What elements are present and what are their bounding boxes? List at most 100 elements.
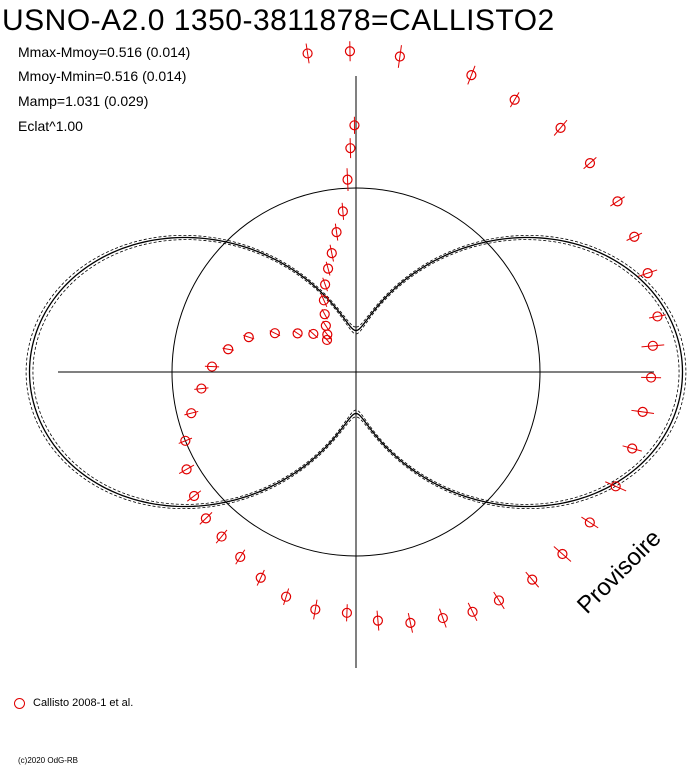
point-marker: [642, 268, 653, 279]
observation-point: [345, 138, 356, 159]
observation-point: [194, 383, 209, 394]
point-marker: [310, 604, 321, 615]
observation-point: [222, 344, 234, 355]
observation-point: [553, 546, 572, 562]
error-bar: [626, 232, 643, 241]
observation-point: [626, 231, 643, 242]
error-bar: [581, 516, 599, 529]
error-bar: [334, 223, 339, 241]
error-bar: [346, 168, 349, 192]
observation-point: [308, 328, 319, 340]
error-bar: [269, 330, 281, 337]
point-marker: [200, 513, 211, 524]
error-bar: [376, 610, 380, 631]
point-marker: [223, 344, 234, 355]
point-marker: [467, 606, 478, 617]
observation-point: [337, 202, 348, 220]
stat-line-min: Mmoy-Mmin=0.516 (0.014): [18, 68, 187, 84]
error-bar: [215, 529, 228, 544]
observation-point: [186, 490, 202, 502]
error-bar: [467, 602, 478, 622]
observation-point: [318, 293, 329, 308]
observation-point: [622, 443, 642, 454]
legend-label: Callisto 2008-1 et al.: [33, 697, 134, 709]
point-marker: [320, 320, 331, 331]
point-marker: [326, 248, 337, 259]
point-marker: [394, 51, 405, 62]
error-bar: [553, 546, 572, 562]
observation-point: [493, 591, 505, 610]
observation-point: [199, 512, 213, 525]
observation-point: [319, 308, 330, 320]
observation-point: [638, 268, 658, 279]
observation-point: [310, 599, 321, 620]
point-marker: [610, 481, 621, 492]
point-marker: [612, 196, 623, 207]
error-bar: [322, 320, 330, 331]
observation-point: [321, 334, 333, 346]
point-marker: [180, 435, 191, 446]
error-bar: [199, 512, 213, 525]
error-bar: [467, 65, 476, 85]
observation-point: [178, 435, 193, 446]
error-bar: [329, 244, 334, 262]
copyright-text: (c)2020 OdG-RB: [18, 756, 79, 765]
stat-line-amplitude: Mamp=1.031 (0.029): [18, 93, 149, 109]
observation-point: [610, 196, 625, 207]
observation-point: [302, 43, 313, 64]
error-bar: [493, 591, 505, 610]
point-marker: [186, 408, 197, 419]
point-marker: [243, 332, 254, 343]
observation-point: [467, 602, 478, 622]
observation-point: [631, 406, 655, 417]
observation-point: [394, 45, 405, 68]
error-bar: [313, 599, 318, 620]
point-marker: [341, 607, 353, 618]
observation-point: [372, 610, 384, 631]
point-marker: [584, 157, 596, 169]
observation-point: [525, 571, 540, 588]
point-marker: [509, 94, 520, 105]
point-marker: [331, 227, 342, 238]
observation-point: [320, 320, 331, 331]
point-marker: [466, 70, 477, 81]
model-curves: [25, 234, 687, 510]
error-bar: [638, 269, 658, 277]
point-marker: [302, 48, 313, 59]
point-marker: [645, 372, 657, 383]
point-marker: [527, 574, 538, 585]
legend: Callisto 2008-1 et al.: [14, 697, 133, 709]
error-bar: [525, 571, 540, 588]
stat-line-exponent: Eclat^1.00: [18, 118, 83, 134]
error-bar: [509, 92, 520, 108]
observation-point: [243, 332, 255, 343]
error-bar: [293, 330, 302, 337]
error-bar: [346, 604, 348, 622]
observation-point: [215, 529, 228, 544]
point-marker: [629, 231, 640, 242]
stat-line-max: Mmax-Mmoy=0.516 (0.014): [18, 44, 191, 60]
error-bar: [235, 549, 246, 565]
observation-point: [178, 464, 195, 475]
error-bar: [323, 329, 332, 340]
point-marker: [216, 531, 227, 542]
point-marker: [319, 309, 330, 320]
observation-point: [331, 223, 342, 241]
error-bar: [243, 334, 255, 340]
observation-point: [466, 65, 477, 85]
point-marker: [647, 340, 658, 351]
point-marker: [555, 122, 566, 133]
error-bar: [641, 344, 665, 348]
observation-point: [581, 516, 599, 529]
point-marker: [281, 591, 292, 602]
error-bar: [222, 347, 234, 351]
point-marker: [321, 334, 333, 346]
observation-point: [641, 340, 665, 351]
error-bar: [605, 481, 627, 492]
observation-point: [235, 549, 246, 565]
observation-point: [437, 608, 448, 628]
model-curve: [28, 236, 684, 508]
observation-point: [341, 604, 353, 622]
error-bar: [305, 43, 310, 64]
observation-point: [281, 588, 292, 605]
